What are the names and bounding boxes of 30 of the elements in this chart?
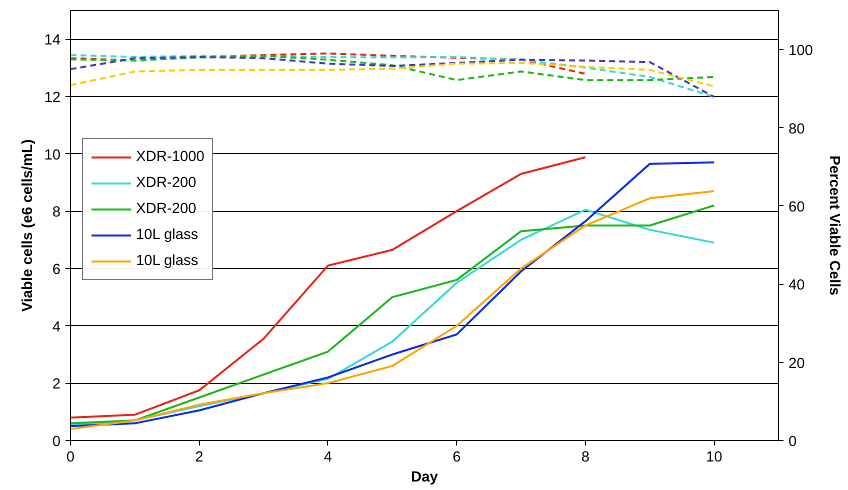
y-tick-label: 2 <box>52 376 61 393</box>
y2-tick-label: 80 <box>788 121 805 138</box>
x-tick-label: 10 <box>706 450 722 466</box>
y2-tick-label: 0 <box>788 434 797 450</box>
x-tick-label: 2 <box>195 450 204 466</box>
line-series <box>70 62 716 88</box>
y-tick-label: 12 <box>44 90 61 106</box>
y-tick-label: 4 <box>52 319 61 336</box>
x-tick-label: 6 <box>452 450 461 466</box>
y-axis-title: Viable cells (e6 cells/mL) <box>20 139 36 312</box>
legend-label: XDR-200 <box>136 175 196 191</box>
y2-tick-label: 40 <box>788 278 805 294</box>
y-tick-label: 0 <box>52 434 61 450</box>
y2-tick-label: 100 <box>788 43 813 60</box>
x-tick-label: 0 <box>66 450 75 466</box>
legend-label: XDR-200 <box>136 201 196 217</box>
line-series <box>70 54 716 82</box>
legend-label: 10L glass <box>136 227 198 243</box>
x-tick-label: 8 <box>581 450 590 466</box>
y2-axis-title: Percent Viable Cells <box>826 156 842 296</box>
y2-tick-label: 60 <box>788 199 805 216</box>
y-tick-label: 10 <box>44 147 61 164</box>
y2-tick-label: 20 <box>788 356 805 372</box>
legend-label: 10L glass <box>136 253 198 269</box>
x-tick-label: 4 <box>324 450 332 466</box>
legend-label: XDR-1000 <box>136 149 204 165</box>
y-tick-label: 6 <box>52 262 61 278</box>
y-tick-label: 14 <box>44 32 61 49</box>
x-axis-title: Day <box>411 470 439 486</box>
y-tick-label: 8 <box>52 204 61 221</box>
